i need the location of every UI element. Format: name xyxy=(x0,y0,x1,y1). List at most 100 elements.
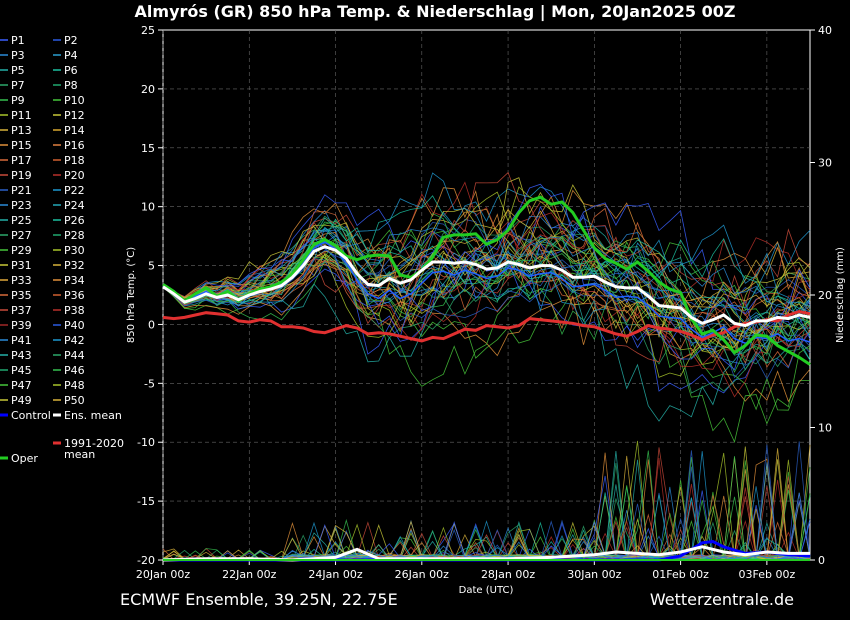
y-axis-ticks: 25 20 15 10 5 0 -5 -10 -15 -20 xyxy=(137,24,163,567)
y-axis-label: 850 hPa Temp. (°C) xyxy=(126,247,137,343)
y-tick-label: 10 xyxy=(141,201,155,214)
legend-label: P41 xyxy=(11,334,32,347)
legend-label: P48 xyxy=(64,379,85,392)
legend-label: P16 xyxy=(64,139,85,152)
chart-title: Almyrós (GR) 850 hPa Temp. & Niederschla… xyxy=(135,2,736,22)
legend-label: P37 xyxy=(11,304,32,317)
legend-label: P49 xyxy=(11,394,32,407)
y2-tick-label: 10 xyxy=(818,422,832,435)
legend-label: P46 xyxy=(64,364,85,377)
footer-site: Wetterzentrale.de xyxy=(650,590,794,609)
legend-label: P30 xyxy=(64,244,85,257)
legend-label: P33 xyxy=(11,274,32,287)
legend-label: P45 xyxy=(11,364,32,377)
member-line xyxy=(162,222,811,336)
legend-label: P17 xyxy=(11,154,32,167)
legend-label: P14 xyxy=(64,124,85,137)
legend-label: P34 xyxy=(64,274,85,287)
legend-label: P13 xyxy=(11,124,32,137)
legend-label: P35 xyxy=(11,289,32,302)
member-line xyxy=(162,187,811,345)
y-tick-label: -15 xyxy=(137,495,155,508)
oper-line xyxy=(162,195,811,366)
legend-label: P4 xyxy=(64,49,78,62)
ens-mean-line xyxy=(162,245,811,328)
legend-label: P24 xyxy=(64,199,85,212)
legend-label: P8 xyxy=(64,79,78,92)
climate-mean-line xyxy=(162,309,811,343)
legend-label: P18 xyxy=(64,154,85,167)
y-tick-label: -5 xyxy=(144,377,155,390)
legend-label: Control xyxy=(11,409,51,422)
legend-label: P15 xyxy=(11,139,32,152)
ens-mean-precip-line xyxy=(162,545,810,562)
member-line xyxy=(162,238,811,318)
x-tick-label: 22Jan 00z xyxy=(222,568,276,581)
legend-label: Ens. mean xyxy=(64,409,122,422)
legend-label: P19 xyxy=(11,169,32,182)
legend-label: P42 xyxy=(64,334,85,347)
legend-label: P22 xyxy=(64,184,85,197)
member-line xyxy=(162,194,811,348)
y2-tick-label: 40 xyxy=(818,24,832,37)
legend-label: P25 xyxy=(11,214,32,227)
legend-label: P26 xyxy=(64,214,85,227)
x-tick-label: 24Jan 00z xyxy=(308,568,362,581)
y-tick-label: 5 xyxy=(148,260,155,273)
legend-label: P6 xyxy=(64,64,78,77)
legend-label: P11 xyxy=(11,109,32,122)
legend-label: P47 xyxy=(11,379,32,392)
legend-label: P27 xyxy=(11,229,32,242)
x-tick-label: 01Feb 00z xyxy=(652,568,709,581)
y-tick-label: -10 xyxy=(137,436,155,449)
x-tick-label: 30Jan 00z xyxy=(567,568,621,581)
legend-label: P7 xyxy=(11,79,25,92)
member-line xyxy=(162,212,811,398)
legend-label: P3 xyxy=(11,49,25,62)
legend-label: P38 xyxy=(64,304,85,317)
legend-label: P20 xyxy=(64,169,85,182)
legend-label: P28 xyxy=(64,229,85,242)
legend-label: 1991-2020 xyxy=(64,437,124,450)
legend-label: P36 xyxy=(64,289,85,302)
legend-label: P39 xyxy=(11,319,32,332)
y2-tick-label: 0 xyxy=(818,554,825,567)
member-line xyxy=(162,172,811,326)
legend-label: Oper xyxy=(11,452,38,465)
legend-label: P10 xyxy=(64,94,85,107)
x-axis-label: Date (UTC) xyxy=(459,585,514,596)
legend-label: P32 xyxy=(64,259,85,272)
legend-label: P2 xyxy=(64,34,78,47)
legend-label: P40 xyxy=(64,319,85,332)
x-tick-label: 03Feb 00z xyxy=(738,568,795,581)
y-tick-label: 25 xyxy=(141,24,155,37)
legend-label-cont: mean xyxy=(64,448,95,461)
legend-label: P50 xyxy=(64,394,85,407)
member-line xyxy=(162,177,811,352)
legend: P1 P2 P3 P4 P5 P6 P7 P8 P9 P10 P11 P12 P13 P14 P15 P16 P… xyxy=(0,34,124,465)
y2-axis-ticks: 40 30 20 10 0 xyxy=(810,24,832,567)
legend-label: P1 xyxy=(11,34,25,47)
legend-label: P12 xyxy=(64,109,85,122)
legend-label: P9 xyxy=(11,94,25,107)
member-line xyxy=(162,236,811,394)
member-line xyxy=(162,195,811,337)
x-axis-ticks: 20Jan 00z 22Jan 00z 24Jan 00z 26Jan 00z 28Ja… xyxy=(136,560,795,581)
legend-label: P31 xyxy=(11,259,32,272)
y-tick-label: 20 xyxy=(141,83,155,96)
y-tick-label: 15 xyxy=(141,142,155,155)
y2-tick-label: 20 xyxy=(818,289,832,302)
main-series xyxy=(162,195,811,562)
legend-label: P23 xyxy=(11,199,32,212)
x-tick-label: 28Jan 00z xyxy=(481,568,535,581)
member-line xyxy=(162,238,811,373)
x-tick-label: 20Jan 00z xyxy=(136,568,190,581)
y-tick-label: -20 xyxy=(137,554,155,567)
footer-source: ECMWF Ensemble, 39.25N, 22.75E xyxy=(120,590,398,609)
legend-label: P5 xyxy=(11,64,25,77)
y2-tick-label: 30 xyxy=(818,157,832,170)
legend-label: P29 xyxy=(11,244,32,257)
legend-label: P43 xyxy=(11,349,32,362)
legend-label: P21 xyxy=(11,184,32,197)
